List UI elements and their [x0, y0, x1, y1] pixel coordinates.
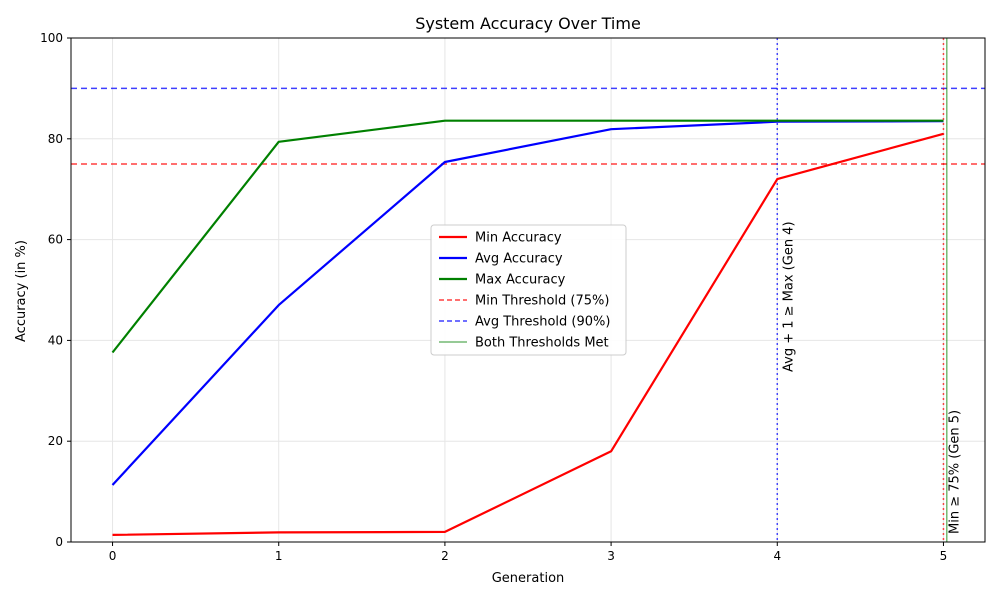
- marker-annotation: Avg + 1 ≥ Max (Gen 4): [781, 221, 796, 372]
- legend-label: Max Accuracy: [475, 273, 566, 288]
- threshold-lines: [71, 87, 985, 165]
- series-line: [112, 132, 944, 536]
- y-tick-label: 0: [55, 535, 63, 549]
- legend-label: Avg Accuracy: [475, 252, 563, 267]
- y-axis-label: Accuracy (in %): [14, 240, 29, 342]
- y-tick-label: 20: [48, 434, 63, 448]
- x-tick-label: 4: [773, 549, 781, 563]
- legend-label: Min Threshold (75%): [475, 294, 609, 309]
- x-tick-label: 0: [109, 549, 117, 563]
- x-axis-label: Generation: [492, 571, 565, 586]
- y-tick-label: 60: [48, 233, 63, 247]
- x-tick-label: 1: [275, 549, 283, 563]
- y-tick-label: 100: [40, 31, 63, 45]
- chart-title: System Accuracy Over Time: [415, 14, 641, 33]
- y-tick-label: 80: [48, 132, 63, 146]
- series-line: [111, 119, 944, 354]
- marker-annotation: Min ≥ 75% (Gen 5): [947, 410, 962, 534]
- y-tick-label: 40: [48, 333, 63, 347]
- legend-label: Both Thresholds Met: [475, 336, 609, 351]
- axis-ticks: 0 1 2 3 4 5 0 20 40 60 80 100: [40, 31, 947, 563]
- vertical-markers: Avg + 1 ≥ Max (Gen 4) Min ≥ 75% (Gen 5): [776, 38, 962, 542]
- series-lines: [111, 119, 944, 536]
- x-tick-label: 3: [607, 549, 615, 563]
- x-tick-label: 2: [441, 549, 449, 563]
- x-tick-label: 5: [940, 549, 948, 563]
- legend-box: [430, 224, 627, 356]
- legend-label: Min Accuracy: [475, 231, 562, 246]
- legend: Min Accuracy Avg Accuracy Max Accuracy Min …: [430, 224, 627, 356]
- legend-label: Avg Threshold (90%): [475, 315, 610, 330]
- plot-frame: [70, 37, 986, 543]
